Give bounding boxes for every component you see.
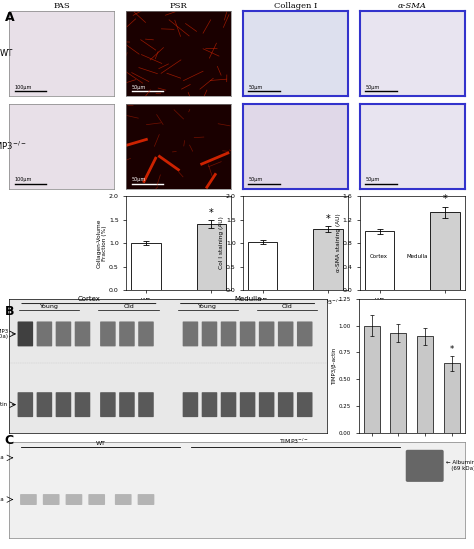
- Title: PSR: PSR: [170, 2, 187, 10]
- Text: *: *: [449, 345, 454, 355]
- Text: C: C: [5, 434, 14, 447]
- Text: Cortex: Cortex: [77, 296, 100, 302]
- Text: ← Albumin
   (69 kDa): ← Albumin (69 kDa): [446, 461, 474, 471]
- FancyBboxPatch shape: [75, 392, 90, 417]
- Text: TIMP3$^{-/-}$: TIMP3$^{-/-}$: [279, 436, 309, 446]
- Bar: [248, 242, 277, 290]
- Text: A: A: [5, 11, 14, 24]
- FancyBboxPatch shape: [138, 392, 154, 417]
- Text: Medulla: Medulla: [407, 255, 428, 260]
- Text: 50μm: 50μm: [132, 85, 146, 89]
- FancyBboxPatch shape: [88, 494, 105, 505]
- FancyBboxPatch shape: [259, 392, 274, 417]
- Text: 50μm: 50μm: [365, 85, 380, 89]
- Y-axis label: Collagen-Volume
Fraction (%): Collagen-Volume Fraction (%): [97, 219, 108, 268]
- Text: Old: Old: [282, 304, 292, 309]
- FancyBboxPatch shape: [20, 494, 37, 505]
- Bar: [313, 229, 343, 290]
- FancyBboxPatch shape: [36, 322, 52, 346]
- Text: Medulla: Medulla: [234, 296, 261, 302]
- FancyBboxPatch shape: [100, 322, 116, 346]
- FancyBboxPatch shape: [65, 494, 82, 505]
- Bar: [430, 212, 460, 290]
- FancyBboxPatch shape: [182, 392, 198, 417]
- FancyBboxPatch shape: [297, 392, 312, 417]
- FancyBboxPatch shape: [297, 322, 312, 346]
- Y-axis label: α-SMA staining (AU): α-SMA staining (AU): [336, 214, 341, 272]
- Text: 50μm: 50μm: [248, 177, 263, 182]
- Text: Young: Young: [40, 304, 59, 309]
- FancyBboxPatch shape: [240, 392, 255, 417]
- FancyBboxPatch shape: [75, 322, 90, 346]
- FancyBboxPatch shape: [119, 322, 135, 346]
- FancyBboxPatch shape: [100, 392, 116, 417]
- Text: 100μm: 100μm: [15, 177, 32, 182]
- FancyBboxPatch shape: [278, 392, 293, 417]
- FancyBboxPatch shape: [278, 322, 293, 346]
- Text: B: B: [5, 305, 14, 318]
- Title: Collagen I: Collagen I: [274, 2, 317, 10]
- FancyBboxPatch shape: [240, 322, 255, 346]
- Title: α-SMA: α-SMA: [398, 2, 427, 10]
- FancyBboxPatch shape: [18, 322, 33, 346]
- Y-axis label: TIMP3$^{-/-}$: TIMP3$^{-/-}$: [0, 140, 27, 153]
- Text: 75 kDa: 75 kDa: [0, 455, 4, 460]
- FancyBboxPatch shape: [18, 392, 33, 417]
- Y-axis label: Col I staining (AU): Col I staining (AU): [219, 217, 224, 270]
- FancyBboxPatch shape: [202, 322, 217, 346]
- Bar: [444, 363, 460, 433]
- Y-axis label: TIMP3/β-actin: TIMP3/β-actin: [332, 348, 337, 384]
- Bar: [131, 243, 161, 290]
- FancyBboxPatch shape: [221, 392, 237, 417]
- FancyBboxPatch shape: [406, 450, 444, 482]
- FancyBboxPatch shape: [137, 494, 155, 505]
- FancyBboxPatch shape: [202, 392, 217, 417]
- FancyBboxPatch shape: [55, 392, 71, 417]
- Text: *: *: [209, 208, 214, 218]
- Bar: [365, 231, 394, 290]
- Text: Young: Young: [199, 304, 218, 309]
- Y-axis label: WT: WT: [0, 49, 13, 58]
- FancyBboxPatch shape: [43, 494, 60, 505]
- Text: β-actin: β-actin: [0, 402, 8, 407]
- Text: 50μm: 50μm: [248, 85, 263, 89]
- Text: 100μm: 100μm: [15, 85, 32, 89]
- Text: *: *: [443, 194, 447, 204]
- FancyBboxPatch shape: [182, 322, 198, 346]
- Text: 55 kDa: 55 kDa: [0, 497, 4, 502]
- Bar: [390, 333, 406, 433]
- Text: Old: Old: [123, 304, 134, 309]
- Title: PAS: PAS: [53, 2, 70, 10]
- Text: 50μm: 50μm: [365, 177, 380, 182]
- Text: WT: WT: [95, 441, 106, 446]
- Text: 50μm: 50μm: [132, 177, 146, 182]
- Bar: [197, 224, 226, 290]
- FancyBboxPatch shape: [36, 392, 52, 417]
- Text: Cortex: Cortex: [370, 255, 388, 260]
- FancyBboxPatch shape: [119, 392, 135, 417]
- FancyBboxPatch shape: [115, 494, 132, 505]
- Bar: [364, 326, 380, 433]
- FancyBboxPatch shape: [138, 322, 154, 346]
- FancyBboxPatch shape: [259, 322, 274, 346]
- Text: *: *: [326, 214, 330, 224]
- FancyBboxPatch shape: [221, 322, 237, 346]
- Bar: [417, 337, 433, 433]
- FancyBboxPatch shape: [55, 322, 71, 346]
- Text: TIMP3
(24 kDa): TIMP3 (24 kDa): [0, 328, 8, 339]
